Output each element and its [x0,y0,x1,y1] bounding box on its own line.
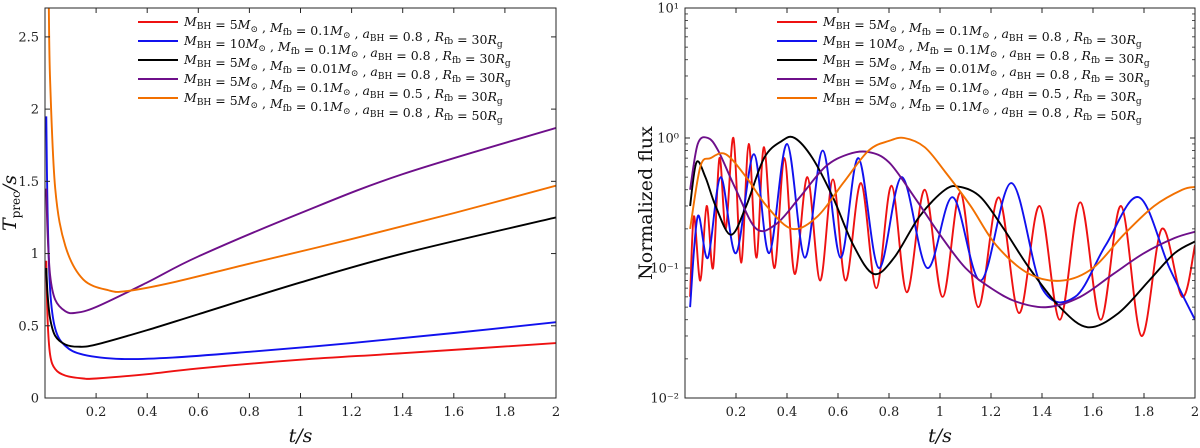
y-axis-label: Normalized flux [635,126,657,280]
series-line-2 [45,116,556,361]
y-axis-label: Tprec/s [0,175,23,231]
x-tick-label: 0.4 [137,405,158,420]
legend-entry-label: MBH = 5M⊙ , Mfb = 0.01M⊙ , aBH = 0.8 , R… [183,52,511,88]
x-tick-label: 0.2 [726,405,747,420]
x-tick-label: 0.8 [879,405,900,420]
x-tick-label: 0.6 [188,405,209,420]
legend-entry-label: MBH = 10M⊙ , Mfb = 0.1M⊙ , aBH = 0.8 , R… [183,33,511,69]
legend-entry-label: MBH = 10M⊙ , Mfb = 0.1M⊙ , aBH = 0.8 , R… [822,33,1150,69]
y-tick-label: 10⁻¹ [650,262,679,277]
legend-entry-label: MBH = 5M⊙ , Mfb = 0.01M⊙ , aBH = 0.8 , R… [822,52,1150,88]
y-tick-label: 2.5 [18,30,39,45]
legend-entry-label: MBH = 5M⊙ , Mfb = 0.1M⊙ , aBH = 0.8 , Rf… [183,14,503,50]
x-tick-label: 2 [1191,405,1199,420]
legend: MBH = 5M⊙ , Mfb = 0.1M⊙ , aBH = 0.8 , Rf… [138,14,511,126]
x-tick-label: 1.8 [495,405,516,420]
x-tick-label: 1 [936,405,944,420]
legend-entry-label: MBH = 5M⊙ , Mfb = 0.1M⊙ , aBH = 0.5 , Rf… [822,71,1142,107]
x-tick-label: 0.4 [777,405,798,420]
y-tick-label: 10⁻² [650,392,679,407]
x-tick-label: 1.2 [341,405,362,420]
x-tick-label: 1.4 [1032,405,1053,420]
x-tick-label: 2 [552,405,560,420]
x-tick-label: 0.6 [828,405,849,420]
y-tick-label: 2 [31,103,39,118]
y-tick-label: 1.5 [18,175,39,190]
y-tick-label: 10¹ [657,2,679,17]
x-tick-label: 1 [296,405,304,420]
series-line-3 [689,135,1195,329]
series-line-5 [689,136,1195,282]
y-tick-label: 0.5 [18,319,39,334]
series-line-1 [689,137,1195,337]
series-line-1 [45,260,556,380]
legend-entry-label: MBH = 5M⊙ , Mfb = 0.1M⊙ , aBH = 0.8 , Rf… [822,90,1142,126]
x-tick-label: 1.6 [443,405,464,420]
x-tick-label: 1.6 [1083,405,1104,420]
y-tick-label: 0 [31,392,39,407]
x-tick-label: 1.4 [392,405,413,420]
series-line-4 [45,126,556,315]
legend-entry-label: MBH = 5M⊙ , Mfb = 0.1M⊙ , aBH = 0.8 , Rf… [822,14,1142,50]
legend: MBH = 5M⊙ , Mfb = 0.1M⊙ , aBH = 0.8 , Rf… [777,14,1150,126]
x-tick-label: 0.8 [239,405,260,420]
y-tick-label: 10⁰ [657,132,679,147]
legend-entry-label: MBH = 5M⊙ , Mfb = 0.1M⊙ , aBH = 0.8 , Rf… [183,90,503,126]
legend-entry-label: MBH = 5M⊙ , Mfb = 0.1M⊙ , aBH = 0.5 , Rf… [183,71,503,107]
series-line-3 [45,216,556,348]
x-tick-label: 1.2 [981,405,1002,420]
x-tick-label: 1.8 [1134,405,1155,420]
x-tick-label: 0.2 [86,405,107,420]
chart-panel-2: 0.2 0.4 0.6 0.8 1 1.2 1.4 1.6 1.8 2 10⁻² 10⁻¹ 10⁰ 10¹… [635,2,1199,448]
series-line-4 [689,136,1195,309]
y-tick-label: 1 [31,247,39,262]
x-axis-label: t/s [289,425,313,447]
x-axis-label: t/s [928,425,952,447]
series-line-5 [47,8,556,293]
chart-panel-1: 0.2 0.4 0.6 0.8 1 1.2 1.4 1.6 1.8 2 0 0.5 1 1.5 2 2.5 t/… [0,7,560,447]
